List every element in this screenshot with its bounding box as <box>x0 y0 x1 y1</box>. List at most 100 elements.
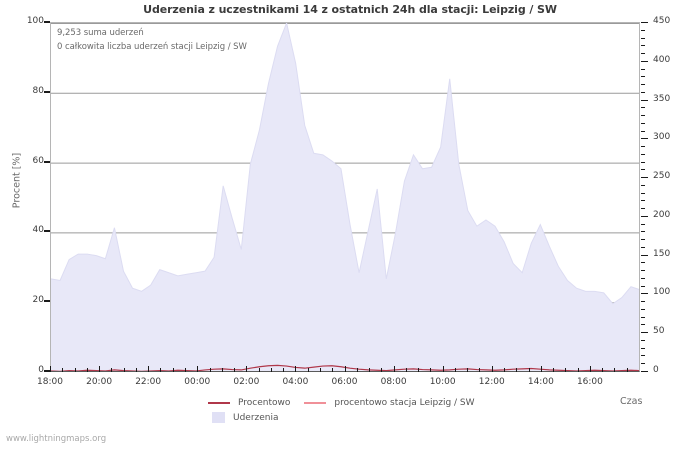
x-axis-minor-tick <box>62 368 64 372</box>
x-axis-tick-mark <box>344 366 346 372</box>
y-axis-right-tick-label: 150 <box>653 248 671 259</box>
y-axis-right-minor-tick <box>641 277 645 279</box>
y-axis-right-minor-tick <box>641 324 645 326</box>
x-axis-minor-tick <box>74 368 76 372</box>
x-axis-tick-mark <box>50 366 51 372</box>
y-axis-right-minor-tick <box>641 316 645 318</box>
y-axis-right-tick-label: 250 <box>653 171 671 182</box>
x-axis-minor-tick <box>111 368 113 372</box>
y-axis-right-tick-label: 450 <box>653 16 671 26</box>
y-axis-right-minor-tick <box>641 308 645 310</box>
legend-item-procentowo[interactable]: Procentowo <box>208 398 290 408</box>
y-axis-left-tick-mark <box>44 160 50 163</box>
y-axis-left-tick-label: 60 <box>32 155 44 166</box>
y-axis-left-tick-mark <box>44 230 50 233</box>
x-axis-minor-tick <box>516 368 518 372</box>
y-axis-left-tick-mark <box>44 300 50 303</box>
x-axis-tick-label: 06:00 <box>331 377 358 387</box>
x-axis-minor-tick <box>405 368 407 372</box>
chart-title: Uderzenia z uczestnikami 14 z ostatnich … <box>143 3 557 16</box>
y-axis-left: Procent [%] 0 20 40 60 80 100 <box>0 0 50 450</box>
x-axis-tick-label: 18:00 <box>37 377 63 387</box>
x-axis-tick-label: 10:00 <box>429 377 456 387</box>
y-axis-right-minor-tick <box>641 285 645 287</box>
y-axis-right-minor-tick <box>641 262 645 264</box>
x-axis-tick-label: 20:00 <box>86 377 113 387</box>
y-axis-right-tick-mark <box>641 138 648 140</box>
x-axis-minor-tick <box>602 368 604 372</box>
y-axis-right-minor-tick <box>641 208 645 210</box>
y-axis-right-minor-tick <box>641 84 645 86</box>
y-axis-right-tick-label: 200 <box>653 209 671 220</box>
x-axis-minor-tick <box>172 368 174 372</box>
y-axis-right-minor-tick <box>641 169 645 171</box>
x-axis-tick-mark <box>442 366 444 372</box>
x-axis-minor-tick <box>454 368 456 372</box>
x-axis-tick-mark <box>197 366 199 372</box>
x-axis-minor-tick <box>283 368 285 372</box>
y-axis-right-tick-mark <box>641 215 648 217</box>
y-axis-left-tick-label: 100 <box>26 16 44 26</box>
x-axis-minor-tick <box>369 368 371 372</box>
y-axis-left-tick-label: 80 <box>32 85 44 96</box>
y-axis-right-minor-tick <box>641 223 645 225</box>
y-axis-right-minor-tick <box>641 339 645 341</box>
y-axis-right-minor-tick <box>641 301 645 303</box>
legend-item-procentowo-stacja[interactable]: procentowo stacja Leipzig / SW <box>304 398 475 408</box>
x-axis-minor-tick <box>234 368 236 372</box>
y-axis-right-tick-label: 0 <box>653 365 659 375</box>
legend-swatch-box-icon <box>212 412 225 423</box>
x-axis-minor-tick <box>209 368 211 372</box>
y-axis-right-tick-mark <box>641 332 648 334</box>
x-axis-minor-tick <box>221 368 223 372</box>
x-axis-tick-label: 16:00 <box>576 377 603 387</box>
x-axis-tick-mark <box>99 366 101 372</box>
y-axis-right-tick-label: 100 <box>653 287 671 298</box>
y-axis-right-minor-tick <box>641 146 645 148</box>
y-axis-right-minor-tick <box>641 192 645 194</box>
y-axis-right-minor-tick <box>641 122 645 124</box>
footer-url: www.lightningmaps.org <box>6 434 107 444</box>
x-axis-minor-tick <box>184 368 186 372</box>
y-axis-right-minor-tick <box>641 161 645 163</box>
x-axis-tick-label: 00:00 <box>184 377 211 387</box>
y-axis-right-minor-tick <box>641 200 645 202</box>
legend-label-procentowo: Procentowo <box>238 398 291 408</box>
x-axis-tick-mark <box>295 366 297 372</box>
x-axis-minor-tick <box>356 368 358 372</box>
series-layer <box>51 23 639 371</box>
x-axis-minor-tick <box>160 368 162 372</box>
x-axis-minor-tick <box>565 368 567 372</box>
plot-area <box>50 22 640 372</box>
legend-label-procentowo-stacja: procentowo stacja Leipzig / SW <box>334 398 475 408</box>
x-axis-tick-label: 22:00 <box>135 377 162 387</box>
y-axis-right-tick-mark <box>641 177 648 179</box>
y-axis-right-minor-tick <box>641 45 645 47</box>
y-axis-right-tick-label: 350 <box>653 93 671 104</box>
chart-legend: Procentowo procentowo stacja Leipzig / S… <box>0 396 700 436</box>
x-axis-minor-tick <box>479 368 481 372</box>
x-axis-tick-mark <box>491 366 493 372</box>
x-axis-minor-tick <box>332 368 334 372</box>
x-axis-tick-label: 14:00 <box>527 377 554 387</box>
y-axis-right-minor-tick <box>641 231 645 233</box>
y-axis-right-tick-label: 50 <box>653 326 665 337</box>
x-axis-tick-label: 02:00 <box>233 377 260 387</box>
y-axis-right-tick-mark <box>641 22 648 23</box>
x-axis-minor-tick <box>381 368 383 372</box>
legend-item-uderzenia[interactable]: Uderzenia <box>208 412 279 423</box>
y-axis-right-tick-label: 300 <box>653 132 671 143</box>
x-axis-tick-mark <box>393 366 395 372</box>
x-axis-minor-tick <box>614 368 616 372</box>
x-axis-minor-tick <box>577 368 579 372</box>
x-axis-tick-mark <box>246 366 248 372</box>
x-axis-minor-tick <box>270 368 272 372</box>
y-axis-left-tick-mark <box>44 370 50 372</box>
y-axis-right-minor-tick <box>641 76 645 78</box>
x-axis-minor-tick <box>467 368 469 372</box>
y-axis-right-minor-tick <box>641 53 645 55</box>
y-axis-left-tick-mark <box>44 21 50 23</box>
legend-swatch-line-icon <box>304 402 327 404</box>
